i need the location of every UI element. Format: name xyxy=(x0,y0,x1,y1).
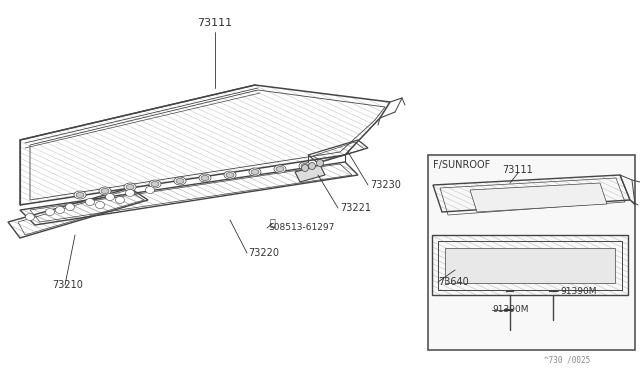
Text: 73640: 73640 xyxy=(438,277,468,287)
Text: 73230: 73230 xyxy=(370,180,401,190)
Polygon shape xyxy=(470,183,607,212)
Ellipse shape xyxy=(65,203,74,211)
Polygon shape xyxy=(20,162,358,225)
Ellipse shape xyxy=(199,174,211,182)
Ellipse shape xyxy=(274,165,286,173)
Ellipse shape xyxy=(86,199,95,205)
Polygon shape xyxy=(20,85,390,205)
Circle shape xyxy=(317,160,323,167)
Ellipse shape xyxy=(101,189,109,193)
Text: 91390M: 91390M xyxy=(492,305,529,314)
Ellipse shape xyxy=(176,179,184,183)
Polygon shape xyxy=(295,165,325,182)
Ellipse shape xyxy=(115,196,125,203)
Text: S08513-61297: S08513-61297 xyxy=(268,224,334,232)
Text: 73111: 73111 xyxy=(197,18,232,28)
Ellipse shape xyxy=(299,162,311,170)
Ellipse shape xyxy=(301,164,309,169)
Ellipse shape xyxy=(201,176,209,180)
Ellipse shape xyxy=(74,191,86,199)
Ellipse shape xyxy=(276,167,284,171)
Ellipse shape xyxy=(226,173,234,177)
Ellipse shape xyxy=(76,192,84,198)
Ellipse shape xyxy=(174,177,186,185)
Ellipse shape xyxy=(249,168,261,176)
Text: F/SUNROOF: F/SUNROOF xyxy=(433,160,490,170)
Bar xyxy=(428,155,635,350)
Polygon shape xyxy=(432,235,628,295)
Ellipse shape xyxy=(56,206,65,214)
Ellipse shape xyxy=(95,202,104,208)
Text: ^730 /0025: ^730 /0025 xyxy=(544,356,590,365)
Text: 73210: 73210 xyxy=(52,280,83,290)
Ellipse shape xyxy=(124,183,136,191)
Circle shape xyxy=(308,163,316,170)
Ellipse shape xyxy=(151,182,159,186)
Ellipse shape xyxy=(26,214,35,221)
Ellipse shape xyxy=(145,186,154,193)
Ellipse shape xyxy=(106,193,115,201)
Polygon shape xyxy=(8,188,148,238)
Ellipse shape xyxy=(125,189,134,196)
Text: 73111: 73111 xyxy=(502,165,533,175)
Circle shape xyxy=(301,164,308,171)
Ellipse shape xyxy=(126,185,134,189)
Ellipse shape xyxy=(224,171,236,179)
Ellipse shape xyxy=(45,208,54,215)
Polygon shape xyxy=(308,140,368,163)
Text: 91390M: 91390M xyxy=(560,286,596,295)
Ellipse shape xyxy=(99,187,111,195)
Polygon shape xyxy=(445,248,615,283)
Text: 73220: 73220 xyxy=(248,248,279,258)
Ellipse shape xyxy=(149,180,161,188)
Text: 73221: 73221 xyxy=(340,203,371,213)
Text: Ⓢ: Ⓢ xyxy=(269,217,275,227)
Polygon shape xyxy=(433,175,630,212)
Ellipse shape xyxy=(251,170,259,174)
